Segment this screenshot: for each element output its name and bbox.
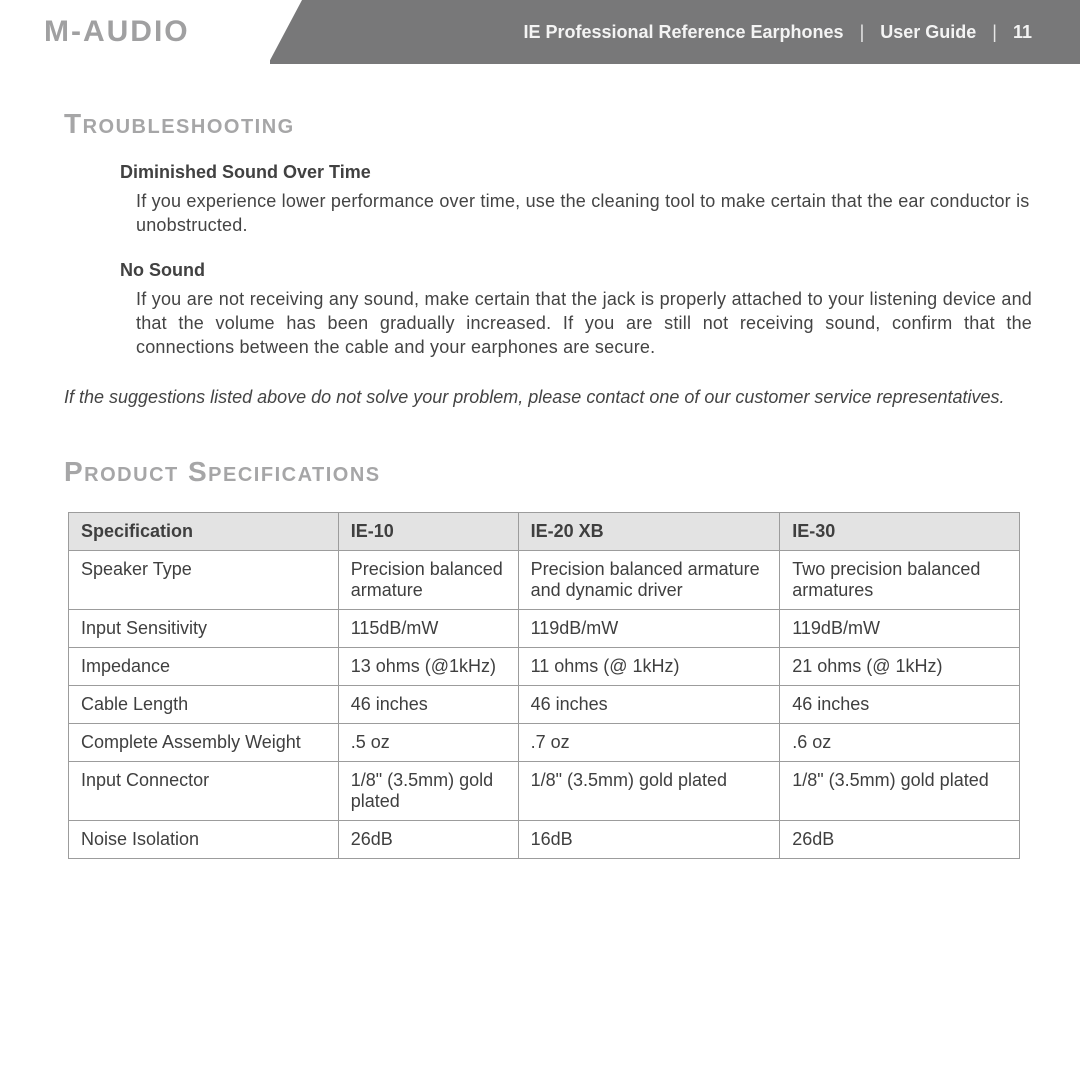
table-cell: 1/8" (3.5mm) gold plated [518,762,780,821]
specs-heading: Product Specifications [64,456,1032,488]
table-row: Input Connector1/8" (3.5mm) gold plated1… [69,762,1020,821]
ts-note: If the suggestions listed above do not s… [64,387,1028,408]
table-cell: Noise Isolation [69,821,339,859]
logo-wrap: M-AUDIO [0,0,270,64]
brand-logo: M-AUDIO [44,15,190,49]
table-row: Speaker TypePrecision balanced armatureP… [69,551,1020,610]
table-cell: 119dB/mW [518,610,780,648]
ts-item: Diminished Sound Over Time If you experi… [64,162,1032,238]
table-row: Noise Isolation26dB16dB26dB [69,821,1020,859]
table-row: Complete Assembly Weight.5 oz.7 oz.6 oz [69,724,1020,762]
table-cell: 21 ohms (@ 1kHz) [780,648,1020,686]
table-cell: 16dB [518,821,780,859]
table-cell: Impedance [69,648,339,686]
table-cell: 46 inches [518,686,780,724]
ts-subheading: No Sound [120,260,1032,281]
table-cell: 1/8" (3.5mm) gold plated [780,762,1020,821]
table-cell: Input Connector [69,762,339,821]
table-cell: .5 oz [338,724,518,762]
table-cell: Input Sensitivity [69,610,339,648]
specs-table: Specification IE-10 IE-20 XB IE-30 Speak… [68,512,1020,859]
header-bar: M-AUDIO IE Professional Reference Earpho… [0,0,1080,64]
ts-body: If you experience lower performance over… [136,189,1032,238]
ts-subheading: Diminished Sound Over Time [120,162,1032,183]
table-header: Specification [69,513,339,551]
table-cell: .6 oz [780,724,1020,762]
table-cell: 26dB [780,821,1020,859]
table-header: IE-10 [338,513,518,551]
troubleshooting-heading: Troubleshooting [64,108,1032,140]
table-cell: 1/8" (3.5mm) gold plated [338,762,518,821]
ts-body: If you are not receiving any sound, make… [136,287,1032,360]
header-sep-2: | [992,22,997,43]
table-cell: 46 inches [338,686,518,724]
table-cell: 11 ohms (@ 1kHz) [518,648,780,686]
page-number: 11 [1013,22,1032,43]
ts-item: No Sound If you are not receiving any so… [64,260,1032,360]
header-right: IE Professional Reference Earphones | Us… [270,22,1080,43]
table-header: IE-30 [780,513,1020,551]
table-cell: 13 ohms (@1kHz) [338,648,518,686]
table-row: Impedance13 ohms (@1kHz)11 ohms (@ 1kHz)… [69,648,1020,686]
table-cell: 119dB/mW [780,610,1020,648]
table-cell: Speaker Type [69,551,339,610]
table-cell: 46 inches [780,686,1020,724]
table-cell: .7 oz [518,724,780,762]
doc-type: User Guide [880,22,976,43]
page-content: Troubleshooting Diminished Sound Over Ti… [0,64,1080,859]
table-cell: Complete Assembly Weight [69,724,339,762]
doc-title: IE Professional Reference Earphones [523,22,843,43]
header-sep-1: | [860,22,865,43]
table-cell: 26dB [338,821,518,859]
table-header-row: Specification IE-10 IE-20 XB IE-30 [69,513,1020,551]
table-cell: 115dB/mW [338,610,518,648]
table-header: IE-20 XB [518,513,780,551]
table-cell: Cable Length [69,686,339,724]
table-cell: Precision balanced armature [338,551,518,610]
table-row: Input Sensitivity115dB/mW119dB/mW119dB/m… [69,610,1020,648]
table-row: Cable Length46 inches46 inches46 inches [69,686,1020,724]
table-cell: Precision balanced armature and dynamic … [518,551,780,610]
table-cell: Two precision balanced armatures [780,551,1020,610]
